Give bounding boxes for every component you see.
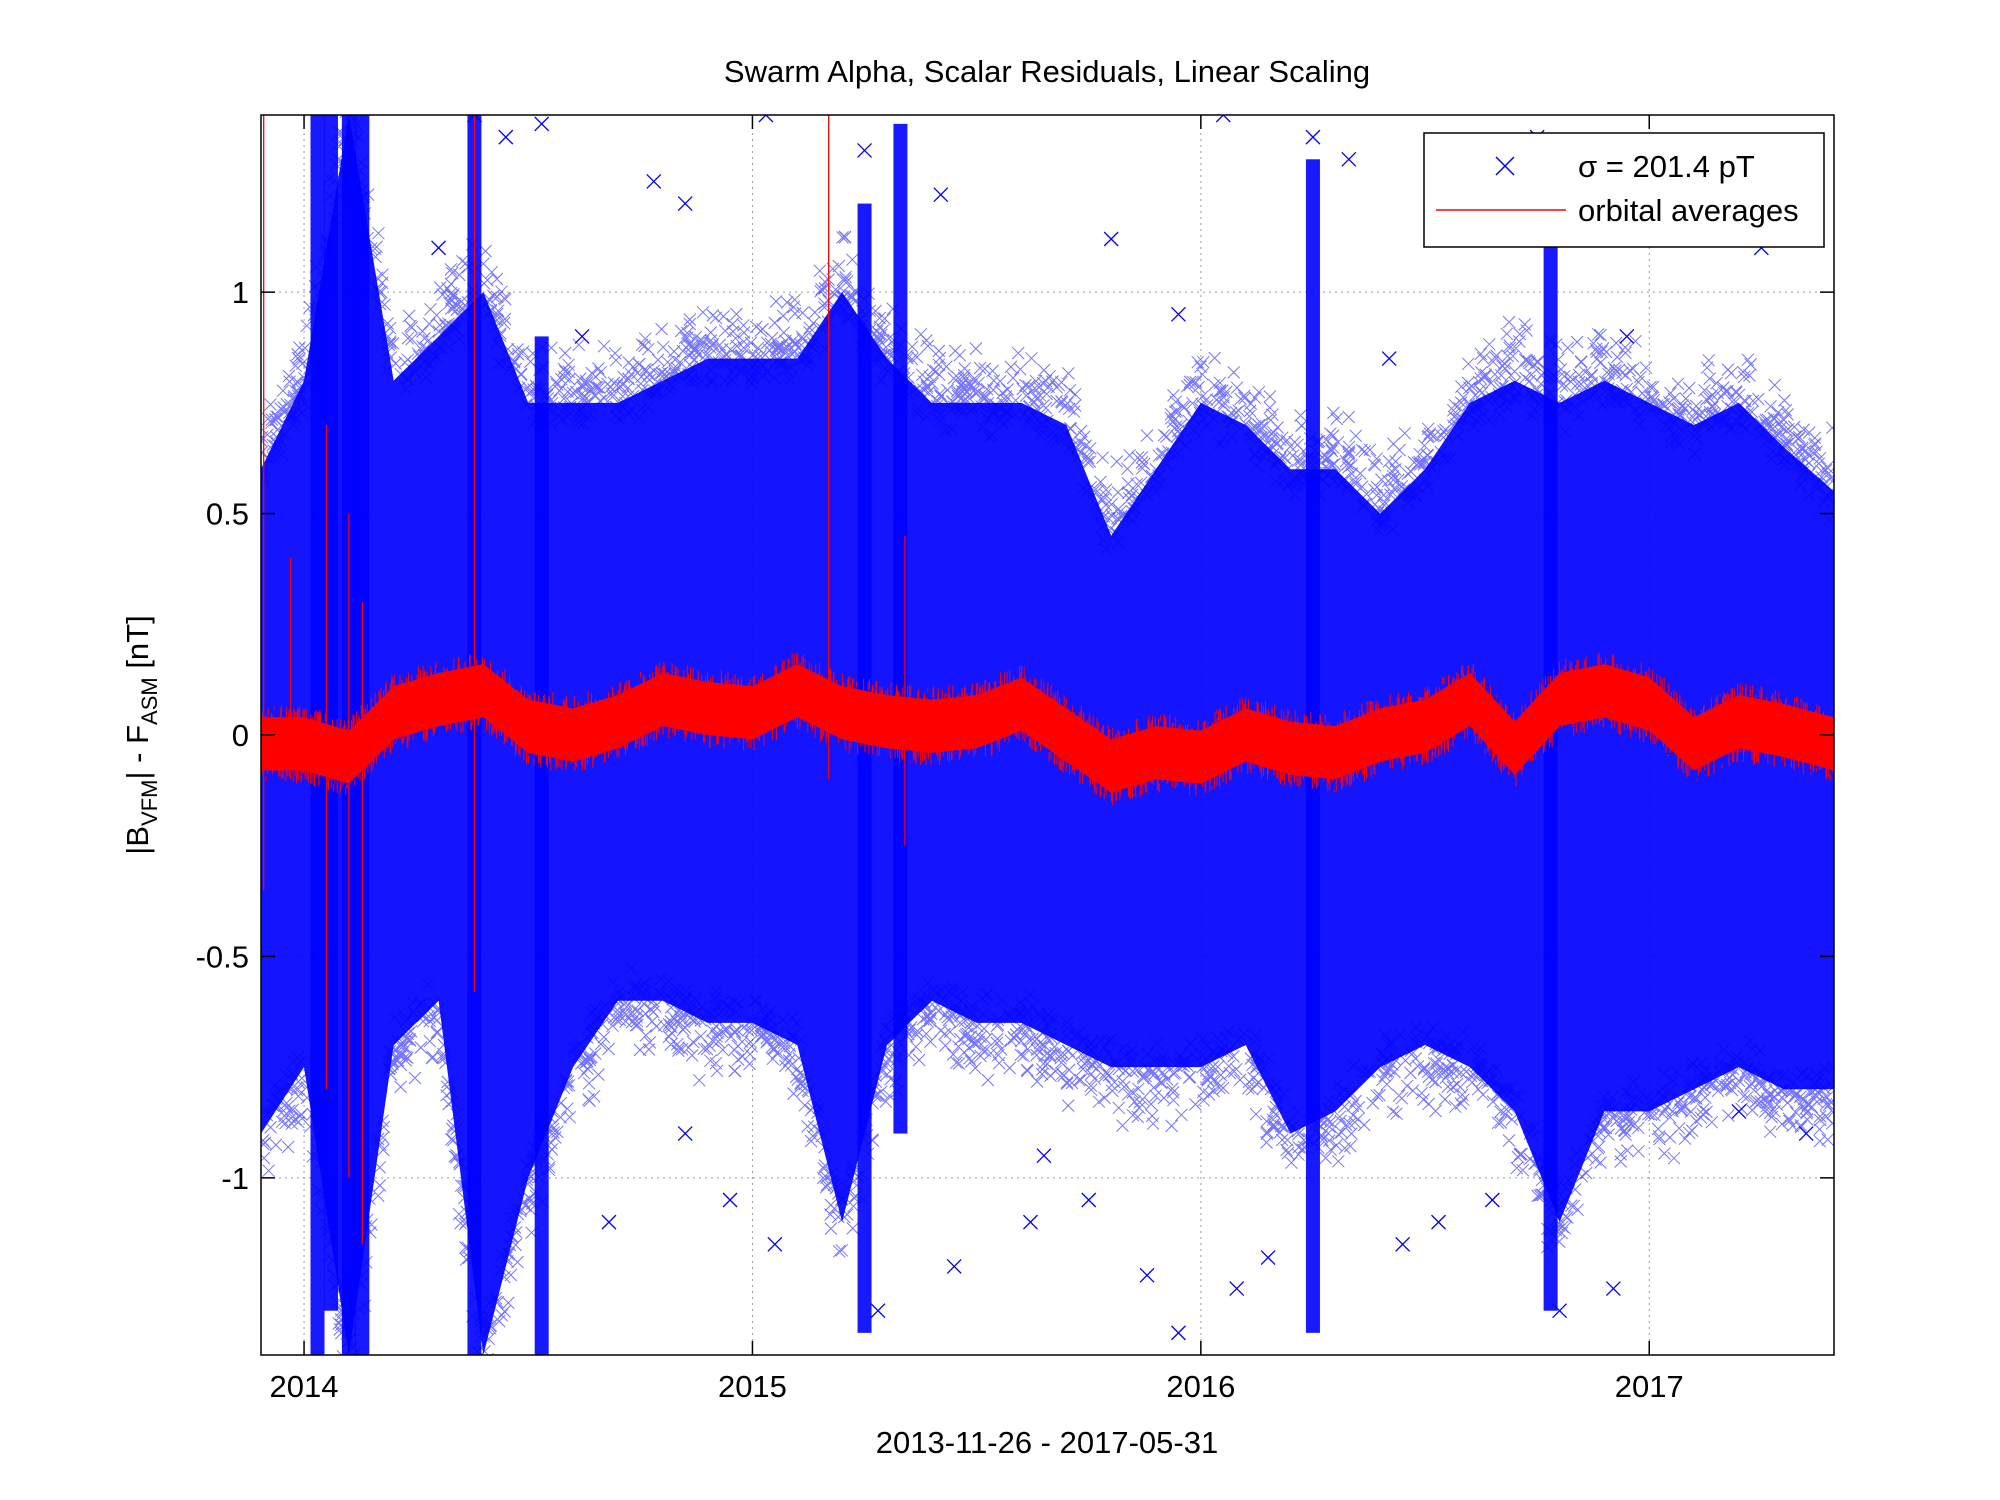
scatter-outlier-23 [870, 1303, 886, 1319]
y-tick-label-1: -0.5 [196, 939, 249, 974]
scatter-spike-5 [534, 336, 549, 1355]
legend-scatter-marker [1495, 156, 1515, 176]
x-tick-label-1: 2015 [718, 1369, 787, 1404]
scatter-spike-7 [893, 123, 908, 1134]
y-axis-label-prefix: |B [120, 826, 155, 855]
x-tick-label-3: 2017 [1615, 1369, 1684, 1404]
tick-layer: 2014 2015 2016 2017 -1 -0.5 0 0.5 1 [196, 115, 1834, 1404]
scatter-outlier-21 [722, 1192, 738, 1208]
scatter-spike-6 [857, 203, 872, 1333]
scatter-outlier-32 [1431, 1214, 1446, 1230]
legend-box [1423, 132, 1825, 248]
scatter-outlier-11 [1341, 151, 1357, 167]
y-axis-label: |BVFM| - FASM [nT] [120, 615, 162, 854]
scatter-outlier-36 [1036, 1148, 1052, 1164]
scatter-outlier-2 [534, 116, 550, 132]
scatter-outlier-18 [431, 240, 447, 256]
chart-title: Swarm Alpha, Scalar Residuals, Linear Sc… [724, 54, 1370, 89]
scatter-outlier-38 [1484, 1192, 1500, 1208]
scatter-spike-band-5 [534, 336, 549, 1355]
scatter-outlier-20 [677, 1126, 693, 1142]
scatter-outlier-30 [1260, 1250, 1276, 1266]
scatter-outlier-22 [767, 1236, 783, 1252]
y-axis-label-suffix: [nT] [120, 615, 155, 677]
scatter-outlier-19 [574, 328, 590, 344]
x-tick-label-2: 2016 [1166, 1369, 1235, 1404]
legend-label-orbital-averages: orbital averages [1578, 193, 1799, 228]
y-axis-label-sub-vfm: VFM [137, 780, 162, 826]
scatter-outlier-8 [1103, 231, 1119, 247]
scatter-outlier-7 [933, 187, 949, 203]
scatter-outlier-37 [601, 1214, 617, 1230]
scatter-outlier-34 [1605, 1281, 1621, 1297]
scatter-outlier-35 [1731, 1103, 1747, 1119]
legend-label-sigma: σ = 201.4 pT [1578, 149, 1755, 184]
scatter-outlier-33 [1552, 1303, 1568, 1319]
scatter-outlier-10 [1305, 129, 1321, 145]
scatter-outlier-5 [646, 173, 662, 189]
y-tick-label-2: 0 [232, 718, 249, 753]
scatter-outlier-27 [1139, 1267, 1155, 1283]
scatter-outlier-39 [1798, 1126, 1814, 1142]
scatter-outlier-17 [1619, 328, 1635, 344]
x-axis-label: 2013-11-26 - 2017-05-31 [876, 1425, 1218, 1460]
scatter-spike-band-6 [857, 203, 872, 1333]
scatter-outlier-3 [758, 115, 774, 123]
y-tick-label-0: -1 [221, 1161, 249, 1196]
y-tick-label-4: 1 [232, 275, 249, 310]
scatter-outlier-28 [1170, 1325, 1186, 1341]
scatter-outlier-6 [677, 196, 693, 212]
scatter-outlier-16 [1381, 351, 1397, 367]
scatter-outlier-1 [498, 129, 514, 145]
scatter-spike-band-7 [893, 123, 908, 1134]
x-tick-label-0: 2014 [270, 1369, 339, 1404]
orbital-averages-band [261, 664, 1834, 793]
scatter-outlier-9 [1215, 115, 1231, 123]
orbital-averages-jitter [261, 652, 1834, 806]
scatter-edge-markers [261, 115, 1834, 1355]
scatter-spike-1 [323, 115, 338, 1311]
scatter-outlier-26 [1081, 1192, 1097, 1208]
scatter-outlier-25 [1023, 1214, 1038, 1230]
scatter-outlier-15 [1170, 306, 1186, 322]
y-axis-label-sub-asm: ASM [137, 677, 162, 725]
scatter-outlier-4 [857, 142, 873, 158]
orbital-averages-layer [261, 115, 1834, 1245]
scatter-outlier-0 [466, 115, 482, 123]
scatter-outlier-29 [1229, 1281, 1245, 1297]
scatter-outlier-24 [946, 1258, 962, 1274]
y-tick-label-3: 0.5 [206, 497, 249, 532]
y-axis-label-middle: | - F [120, 725, 155, 780]
scatter-outlier-31 [1395, 1236, 1411, 1252]
scatter-spike-band-1 [323, 115, 338, 1311]
legend: σ = 201.4 pT orbital averages [1423, 132, 1825, 248]
